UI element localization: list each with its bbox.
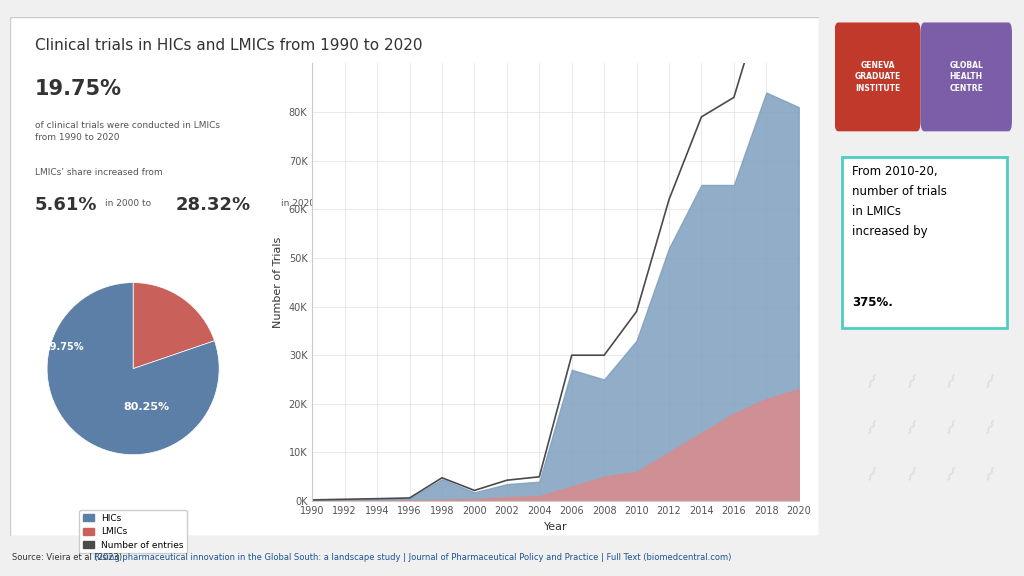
Text: of clinical trials were conducted in LMICs
from 1990 to 2020: of clinical trials were conducted in LMI…: [35, 121, 219, 142]
Text: ⌇: ⌇: [940, 373, 958, 395]
Text: 5.61%: 5.61%: [35, 196, 97, 214]
Text: ⌇: ⌇: [861, 420, 880, 441]
Number of entries: [403, 495, 416, 502]
Text: ⌇: ⌇: [901, 420, 919, 441]
Number of entries: [306, 497, 318, 503]
Text: 375%.: 375%.: [852, 295, 893, 309]
Text: LMICs’ share increased from: LMICs’ share increased from: [35, 168, 162, 177]
FancyBboxPatch shape: [10, 17, 819, 536]
Text: GLOBAL
HEALTH
CENTRE: GLOBAL HEALTH CENTRE: [949, 60, 983, 93]
Text: Rising pharmaceutical innovation in the Global South: a landscape study | Journa: Rising pharmaceutical innovation in the …: [94, 552, 731, 562]
Text: ⌇: ⌇: [901, 373, 919, 395]
Text: From 2010-20,
number of trials
in LMICs
increased by: From 2010-20, number of trials in LMICs …: [852, 165, 947, 238]
Number of entries: [501, 477, 513, 484]
Number of entries: [371, 495, 383, 502]
X-axis label: Year: Year: [544, 521, 567, 532]
Y-axis label: Number of Trials: Number of Trials: [273, 237, 284, 328]
Text: ⌇: ⌇: [901, 467, 919, 488]
Number of entries: [565, 352, 578, 359]
Text: ⌇: ⌇: [861, 373, 880, 395]
Text: 28.32%: 28.32%: [176, 196, 251, 214]
Text: 19.75%: 19.75%: [44, 342, 85, 352]
Text: ⌇: ⌇: [980, 420, 997, 441]
Text: GENEVA
GRADUATE
INSTITUTE: GENEVA GRADUATE INSTITUTE: [854, 60, 901, 93]
Number of entries: [339, 496, 351, 503]
FancyBboxPatch shape: [921, 22, 1012, 131]
Text: ⌇: ⌇: [940, 467, 958, 488]
Number of entries: [534, 473, 546, 480]
Number of entries: [598, 352, 610, 359]
Legend: HICs, LMICs, Number of entries: HICs, LMICs, Number of entries: [79, 510, 187, 554]
Line: Number of entries: Number of entries: [312, 0, 799, 500]
Text: 80.25%: 80.25%: [123, 403, 169, 412]
Wedge shape: [133, 283, 214, 369]
Text: ⌇: ⌇: [940, 420, 958, 441]
Number of entries: [728, 94, 740, 101]
Text: ⌇: ⌇: [980, 467, 997, 488]
Number of entries: [468, 487, 480, 494]
FancyBboxPatch shape: [835, 22, 921, 131]
Text: Source: Vieira et al (2023).: Source: Vieira et al (2023).: [12, 552, 128, 562]
Number of entries: [695, 113, 708, 120]
Text: in 2020: in 2020: [282, 199, 315, 208]
Number of entries: [436, 474, 449, 481]
Text: 19.75%: 19.75%: [35, 79, 122, 100]
FancyBboxPatch shape: [842, 157, 1007, 328]
Text: ⌇: ⌇: [861, 467, 880, 488]
Text: ⌇: ⌇: [980, 373, 997, 395]
Number of entries: [631, 308, 643, 315]
Text: in 2000 to: in 2000 to: [104, 199, 151, 208]
Number of entries: [663, 196, 675, 203]
Text: Clinical trials in HICs and LMICs from 1990 to 2020: Clinical trials in HICs and LMICs from 1…: [35, 38, 422, 53]
Wedge shape: [47, 283, 219, 454]
